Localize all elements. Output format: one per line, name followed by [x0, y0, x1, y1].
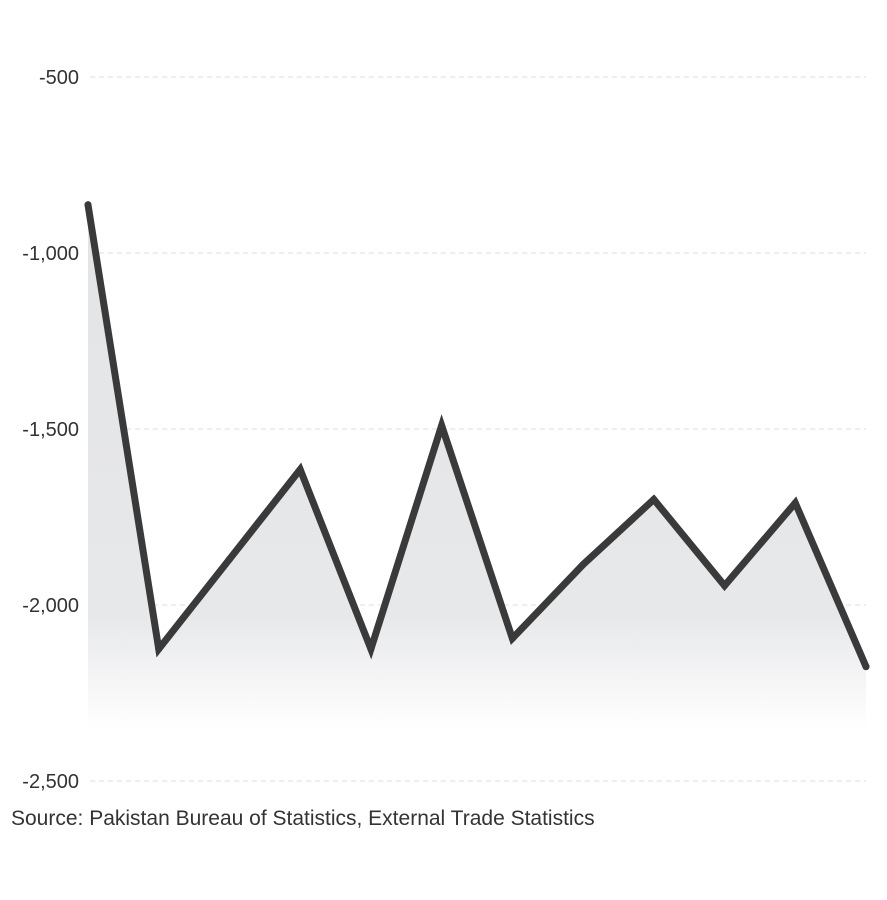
area-fill-group: [88, 204, 866, 730]
series-line: [84, 201, 870, 671]
data-point: [508, 634, 516, 642]
data-point: [367, 645, 375, 653]
series-line-group: [84, 201, 870, 671]
source-note: Source: Pakistan Bureau of Statistics, E…: [11, 807, 595, 830]
y-tick-label: -1,000: [22, 243, 79, 265]
data-point: [438, 421, 446, 429]
data-point: [579, 561, 587, 569]
data-point: [650, 495, 658, 503]
data-point: [84, 201, 92, 209]
y-axis-tick-labels: -500 -1,000 -1,500 -2,000 -2,500: [22, 67, 79, 793]
data-point: [296, 465, 304, 473]
y-tick-label: -2,000: [22, 595, 79, 617]
y-tick-label: -2,500: [22, 771, 79, 793]
y-tick-label: -500: [39, 67, 79, 89]
data-point: [862, 663, 870, 671]
y-tick-label: -1,500: [22, 419, 79, 441]
data-point: [155, 645, 163, 653]
data-points: [84, 201, 870, 671]
data-point: [721, 582, 729, 590]
series-area: [88, 204, 866, 730]
data-point: [791, 499, 799, 507]
data-point: [225, 555, 233, 563]
